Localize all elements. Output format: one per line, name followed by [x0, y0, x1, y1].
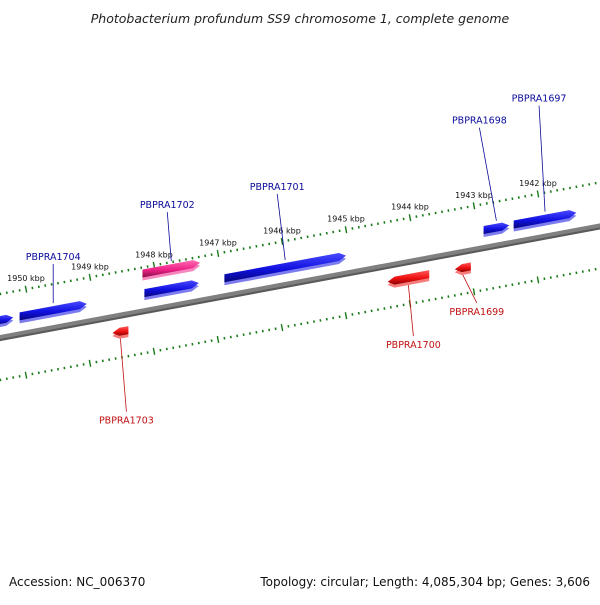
gene-feature-pbpra1700[interactable] [388, 270, 430, 287]
upper-tick-track [0, 179, 600, 296]
tick-label: 1943 kbp [455, 191, 493, 200]
gene-feature[interactable] [0, 315, 13, 328]
gene-feature-pbpra1697[interactable] [514, 210, 577, 231]
lower-track-major-tick [473, 288, 474, 295]
upper-track-major-tick [217, 250, 218, 257]
tick-label: 1949 kbp [71, 262, 109, 271]
lower-track-major-tick [89, 360, 90, 367]
tick-label: 1944 kbp [391, 203, 429, 212]
lower-track-major-tick [537, 276, 538, 283]
gene-labels: PBPRA1704 PBPRA1702 PBPRA1701 PBPRA1698 PBPR… [26, 94, 567, 427]
tick-label: 1947 kbp [199, 238, 237, 247]
gene-feature-pbpra1699[interactable] [455, 262, 471, 275]
chromosome-backbone-group [0, 224, 600, 339]
map-title: Photobacterium profundum SS9 chromosome … [91, 11, 510, 26]
gene-feature[interactable] [144, 280, 198, 300]
upper-track-major-tick [345, 226, 346, 233]
gene-label-leader [539, 106, 545, 212]
tick-label: 1948 kbp [135, 250, 173, 259]
gene-label-leader [120, 339, 126, 412]
lower-track-major-tick [345, 312, 346, 319]
upper-track-major-tick [89, 274, 90, 281]
tick-label: 1942 kbp [519, 179, 557, 188]
gene-label[interactable]: PBPRA1702 [140, 200, 195, 211]
gene-feature-pbpra1703[interactable] [112, 326, 128, 339]
gene-label[interactable]: PBPRA1701 [250, 182, 305, 193]
lower-track-major-tick [153, 348, 154, 355]
genome-summary-text: Topology: circular; Length: 4,085,304 bp… [259, 575, 590, 589]
accession-text: Accession: NC_006370 [9, 575, 145, 589]
gene-label-leader [463, 275, 477, 303]
lower-track-major-tick [281, 324, 282, 331]
gene-feature-pbpra1698[interactable] [484, 223, 510, 237]
gene-label[interactable]: PBPRA1700 [386, 340, 441, 351]
gene-label[interactable]: PBPRA1698 [452, 116, 507, 127]
gene-label-leader [479, 128, 496, 221]
chromosome-backbone [0, 224, 600, 337]
lower-track-major-tick [217, 336, 218, 343]
gene-label[interactable]: PBPRA1703 [99, 416, 154, 427]
gene-label[interactable]: PBPRA1699 [449, 307, 504, 318]
tick-label: 1945 kbp [327, 215, 365, 224]
upper-track-major-tick [473, 202, 474, 209]
gene-label[interactable]: PBPRA1704 [26, 252, 81, 263]
gene-label-leader [408, 285, 413, 336]
gene-label[interactable]: PBPRA1697 [512, 94, 567, 105]
upper-track-major-tick [409, 214, 410, 221]
lower-track-major-tick [25, 372, 26, 379]
upper-track-major-tick [537, 190, 538, 197]
upper-track-major-tick [25, 286, 26, 293]
gene-feature-pbpra1702[interactable] [142, 260, 200, 280]
tick-label: 1950 kbp [7, 274, 45, 283]
gene-feature-pbpra1704[interactable] [20, 301, 87, 323]
